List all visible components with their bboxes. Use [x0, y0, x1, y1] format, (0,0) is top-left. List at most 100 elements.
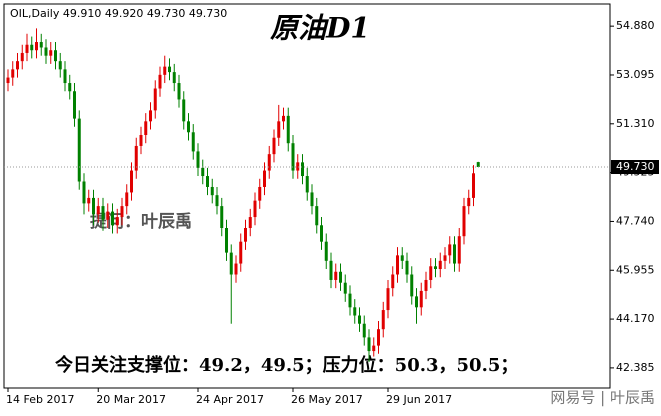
- candle-body: [339, 271, 342, 283]
- candle-body: [324, 241, 328, 261]
- chart-header: OIL,Daily 49.910 49.920 49.730 49.730: [10, 7, 227, 20]
- candle-body: [353, 307, 357, 316]
- annotation: 提问：叶辰禹: [90, 211, 192, 232]
- y-tick-label: 53.095: [616, 68, 655, 81]
- watermark: 网易号 | 叶辰禹: [550, 389, 655, 407]
- candle-body: [381, 310, 385, 330]
- footer-note: 今日关注支撑位：49.2，49.5；压力位：50.3，50.5；: [55, 354, 518, 376]
- candle-body: [87, 197, 91, 204]
- candle-body: [410, 274, 414, 297]
- candle-body: [472, 173, 475, 198]
- candle-body: [115, 217, 119, 226]
- candle-body: [163, 66, 167, 75]
- candle-body: [453, 244, 456, 264]
- candle-body: [220, 206, 224, 228]
- candle-body: [348, 293, 352, 308]
- candle-body: [419, 290, 423, 308]
- candle-body: [305, 176, 309, 193]
- candle-body: [377, 329, 380, 346]
- candle-body: [429, 266, 433, 280]
- candle-body: [54, 50, 57, 62]
- candle-body: [282, 115, 285, 122]
- candle-body: [310, 192, 314, 207]
- candle-body: [343, 282, 347, 294]
- candle-body: [334, 271, 338, 280]
- candle-body: [96, 206, 100, 215]
- candle-body: [320, 225, 323, 242]
- candle-body: [244, 228, 247, 242]
- y-tick-label: 42.385: [616, 361, 655, 374]
- candle-body: [253, 200, 257, 218]
- candle-body: [92, 197, 95, 215]
- candle-body: [372, 345, 376, 352]
- candle-body: [6, 77, 10, 84]
- candle-body: [172, 72, 176, 84]
- candle-body: [77, 118, 81, 182]
- y-tick-label: 47.740: [616, 214, 655, 227]
- candle-body: [206, 176, 209, 187]
- candle-body: [215, 195, 219, 207]
- candle-body: [49, 50, 53, 56]
- candle-body: [73, 91, 76, 119]
- candle-body: [149, 110, 152, 122]
- candle-body: [358, 315, 361, 324]
- candle-body: [63, 69, 67, 84]
- candle-body: [362, 323, 366, 338]
- candle-body: [35, 42, 38, 51]
- y-tick-label: 44.170: [616, 312, 655, 325]
- candle-body: [25, 44, 29, 53]
- candle-body: [386, 288, 390, 311]
- y-tick-label: 51.310: [616, 117, 655, 130]
- candle-body: [296, 162, 300, 171]
- candle-body: [44, 47, 48, 56]
- candle-body: [263, 170, 266, 187]
- candle-body: [134, 145, 138, 171]
- candle-body: [424, 279, 428, 291]
- candle-body: [391, 274, 395, 289]
- candle-body: [68, 83, 72, 92]
- candle-body: [225, 228, 228, 253]
- candle-body: [286, 115, 290, 144]
- candle-body: [396, 255, 399, 275]
- candle-body: [438, 260, 442, 270]
- x-tick-label: 29 Jun 2017: [386, 393, 452, 406]
- candle-body: [457, 236, 461, 264]
- last-price-label: 49.730: [616, 160, 655, 173]
- candle-body: [30, 44, 34, 51]
- candle-body: [258, 186, 262, 201]
- candle-body: [239, 241, 243, 264]
- candle-body: [476, 162, 480, 168]
- candle-body: [153, 88, 157, 111]
- candle-body: [139, 135, 143, 146]
- candle-body: [329, 260, 333, 280]
- candle-body: [367, 337, 371, 352]
- candle-body: [101, 206, 105, 220]
- candle-body: [39, 42, 43, 48]
- candle-body: [177, 83, 181, 100]
- x-tick-label: 26 May 2017: [291, 393, 363, 406]
- x-tick-label: 24 Apr 2017: [196, 393, 264, 406]
- candle-body: [448, 244, 452, 256]
- candle-body: [106, 211, 110, 220]
- x-tick-label: 20 Mar 2017: [96, 393, 166, 406]
- candle-body: [125, 192, 129, 207]
- candle-body: [248, 217, 252, 228]
- candle-body: [210, 186, 214, 196]
- y-tick-label: 54.880: [616, 19, 655, 32]
- candle-body: [462, 206, 466, 237]
- candle-body: [120, 206, 124, 218]
- candle-body: [415, 296, 418, 308]
- candle-body: [111, 211, 114, 226]
- candle-body: [400, 255, 404, 261]
- candle-body: [277, 121, 281, 138]
- candle-body: [158, 74, 162, 89]
- candle-body: [130, 170, 133, 193]
- candle-body: [301, 162, 304, 177]
- candle-body: [191, 132, 195, 152]
- candle-body: [272, 137, 276, 155]
- candle-body: [467, 197, 471, 207]
- candle-body: [16, 61, 19, 70]
- candle-body: [187, 121, 190, 133]
- candle-body: [434, 266, 437, 270]
